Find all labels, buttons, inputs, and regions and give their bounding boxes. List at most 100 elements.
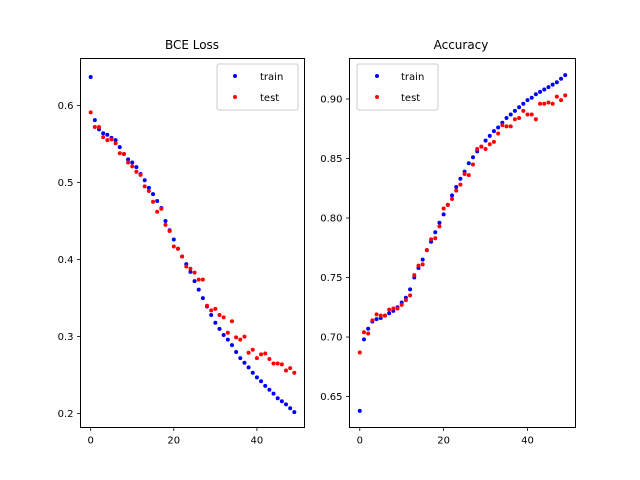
bce-loss-train-point — [151, 192, 156, 197]
accuracy-chart: Accuracy 0 20 40 0.65 0.70 0.75 0.80 0.85 0.90 t… — [320, 38, 576, 447]
bce-loss-train-point — [217, 326, 222, 331]
accuracy-train-point — [533, 92, 538, 97]
bce-loss-test-point — [205, 303, 210, 308]
bce-loss-test-point — [121, 152, 126, 157]
accuracy-test-point — [462, 171, 467, 176]
bce-loss-train-point — [171, 237, 176, 242]
bce-loss-train-point — [221, 333, 226, 338]
accuracy-train-point — [357, 408, 362, 413]
accuracy-test-point — [491, 139, 496, 144]
accuracy-y-tick-label: 0.85 — [320, 154, 342, 165]
bce-loss-test-point — [250, 347, 255, 352]
accuracy-train-point — [466, 161, 471, 166]
accuracy-test-point — [412, 273, 417, 278]
bce-loss-train-point — [229, 343, 234, 348]
accuracy-test-point — [454, 188, 459, 193]
accuracy-test-point — [450, 196, 455, 201]
bce-loss-train-point — [146, 185, 151, 190]
accuracy-train-point — [366, 326, 371, 331]
bce-loss-test-point — [259, 352, 264, 357]
accuracy-train-point — [491, 129, 496, 134]
bce-loss-axes-frame — [80, 58, 305, 428]
bce-loss-train-point — [192, 279, 197, 284]
accuracy-train-point — [554, 80, 559, 85]
accuracy-ticks: 0 20 40 0.65 0.70 0.75 0.80 0.85 0.90 — [320, 94, 534, 446]
bce-loss-points — [88, 74, 297, 415]
bce-loss-test-point — [288, 366, 293, 371]
accuracy-train-point — [496, 125, 501, 130]
bce-loss-train-point — [200, 296, 205, 301]
bce-loss-test-point — [221, 315, 226, 320]
accuracy-train-point — [521, 101, 526, 106]
bce-loss-train-point — [246, 365, 251, 370]
accuracy-test-point — [357, 350, 362, 355]
bce-loss-test-point — [229, 319, 234, 324]
accuracy-test-point — [429, 237, 434, 242]
bce-loss-legend-box — [216, 63, 299, 111]
accuracy-train-point — [512, 108, 517, 113]
accuracy-y-tick-label: 0.70 — [320, 333, 342, 344]
accuracy-test-point — [508, 124, 513, 129]
accuracy-test-point — [378, 313, 383, 318]
accuracy-train-point — [508, 112, 513, 117]
bce-loss-test-point — [171, 244, 176, 249]
accuracy-train-point — [546, 85, 551, 90]
accuracy-test-point — [554, 94, 559, 99]
bce-loss-ticks: 0 20 40 0.2 0.3 0.4 0.5 0.6 — [58, 101, 264, 447]
bce-loss-train-point — [209, 313, 214, 318]
bce-loss-y-tick-label: 0.5 — [58, 178, 74, 189]
bce-loss-train-point — [196, 287, 201, 292]
bce-loss-train-point — [117, 145, 122, 150]
bce-loss-test-point — [175, 246, 180, 251]
accuracy-test-point — [517, 116, 522, 121]
bce-loss-legend-test-marker — [233, 95, 237, 99]
accuracy-train-point — [563, 73, 568, 78]
bce-loss-chart: BCE Loss 0 20 40 0.2 0.3 0.4 0.5 0.6 train test — [58, 38, 305, 447]
bce-loss-test-point — [263, 351, 268, 356]
bce-loss-train-point — [101, 131, 106, 136]
accuracy-test-point — [470, 162, 475, 167]
bce-loss-x-tick-label: 0 — [87, 436, 93, 447]
accuracy-legend-test-marker — [375, 95, 379, 99]
accuracy-train-point — [517, 105, 522, 110]
bce-loss-test-point — [101, 135, 106, 140]
bce-loss-test-point — [159, 206, 164, 211]
bce-loss-test-point — [209, 308, 214, 313]
accuracy-train-point — [550, 82, 555, 87]
bce-loss-train-point — [284, 402, 289, 407]
bce-loss-x-tick-label: 20 — [167, 436, 180, 447]
accuracy-train-point — [529, 95, 534, 100]
accuracy-test-point — [382, 313, 387, 318]
bce-loss-test-point — [254, 356, 259, 361]
accuracy-legend-train-label: train — [401, 72, 424, 83]
accuracy-legend: train test — [356, 63, 439, 111]
bce-loss-test-point — [242, 334, 247, 339]
accuracy-test-point — [521, 108, 526, 113]
accuracy-test-point — [542, 101, 547, 106]
bce-loss-train-point — [225, 337, 230, 342]
accuracy-test-point — [395, 306, 400, 311]
bce-loss-y-tick-label: 0.6 — [58, 101, 74, 112]
bce-loss-train-point — [242, 360, 247, 365]
accuracy-test-point — [559, 98, 564, 103]
accuracy-y-tick-label: 0.75 — [320, 273, 342, 284]
bce-loss-test-point — [284, 368, 289, 373]
bce-loss-test-point — [155, 209, 160, 214]
bce-loss-test-point — [180, 254, 185, 259]
bce-loss-test-point — [117, 151, 122, 156]
bce-loss-train-point — [288, 406, 293, 411]
accuracy-test-point — [420, 262, 425, 267]
accuracy-test-point — [391, 306, 396, 311]
bce-loss-y-tick-label: 0.4 — [58, 255, 74, 266]
bce-loss-train-point — [134, 165, 139, 170]
accuracy-train-point — [361, 337, 366, 342]
bce-loss-train-point — [279, 399, 284, 404]
accuracy-test-point — [361, 330, 366, 335]
bce-loss-train-point — [238, 356, 243, 361]
accuracy-train-point — [454, 185, 459, 190]
accuracy-train-point — [441, 212, 446, 217]
bce-loss-test-point — [88, 110, 93, 115]
accuracy-y-tick-label: 0.90 — [320, 94, 342, 105]
bce-loss-train-point — [163, 219, 168, 224]
accuracy-test-point — [408, 293, 413, 298]
